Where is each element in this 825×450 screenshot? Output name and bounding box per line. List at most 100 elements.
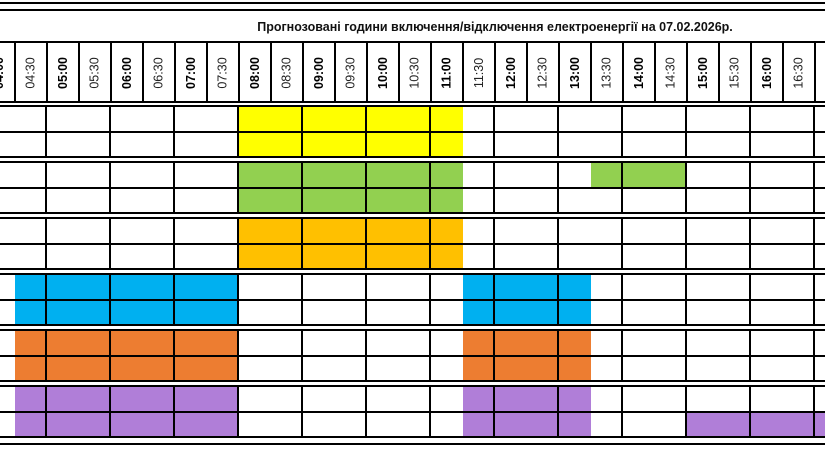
header-divider: [398, 42, 400, 102]
time-label: 16:30: [792, 57, 806, 89]
time-header-cell: 09:30: [335, 44, 367, 102]
time-header-cell: 14:00: [623, 44, 655, 102]
hour-divider: [621, 331, 623, 381]
time-label: 12:30: [536, 57, 550, 89]
hour-divider: [45, 163, 47, 213]
outage-block: [463, 331, 591, 356]
row-line: [0, 243, 825, 245]
hour-divider: [429, 163, 431, 213]
time-header-cell: 05:00: [47, 44, 79, 102]
header-divider: [334, 42, 336, 102]
time-label: 07:00: [183, 57, 198, 89]
hour-divider: [365, 163, 367, 213]
header-divider: [686, 42, 688, 102]
hour-divider: [237, 275, 239, 325]
hour-divider: [301, 275, 303, 325]
time-header-cell: 12:00: [495, 44, 527, 102]
outage-block: [463, 300, 591, 325]
header-divider: [430, 42, 432, 102]
hour-divider: [813, 387, 815, 437]
outage-block: [239, 244, 463, 269]
time-header-cell: 09:00: [303, 44, 335, 102]
time-header-cell: 13:30: [591, 44, 623, 102]
time-label: 07:30: [216, 57, 230, 89]
time-label: 05:00: [55, 57, 70, 89]
hour-divider: [557, 275, 559, 325]
time-label: 04:00: [0, 57, 6, 89]
hour-divider: [557, 107, 559, 157]
group-line: [0, 105, 825, 107]
time-label: 13:00: [567, 57, 582, 89]
hour-divider: [45, 219, 47, 269]
hour-divider: [493, 163, 495, 213]
time-header-cell: 04:00: [0, 44, 15, 102]
time-header-cell: 07:00: [175, 44, 207, 102]
header-divider: [654, 42, 656, 102]
outage-block: [15, 275, 239, 300]
group-line: [0, 385, 825, 387]
header-divider: [526, 42, 528, 102]
time-label: 06:00: [119, 57, 134, 89]
time-header-cell: 10:00: [367, 44, 399, 102]
time-label: 04:30: [24, 57, 38, 89]
hour-divider: [749, 275, 751, 325]
row-line: [0, 299, 825, 301]
bottom-line: [0, 443, 825, 445]
hour-divider: [365, 219, 367, 269]
outage-block: [591, 163, 687, 188]
hour-divider: [621, 219, 623, 269]
hour-divider: [557, 163, 559, 213]
hour-divider: [45, 107, 47, 157]
hour-divider: [173, 331, 175, 381]
hour-divider: [237, 163, 239, 213]
hour-divider: [685, 331, 687, 381]
hour-divider: [813, 107, 815, 157]
outage-block: [463, 275, 591, 300]
header-divider: [14, 42, 16, 102]
hour-divider: [813, 275, 815, 325]
schedule-title: Прогнозовані години включення/відключенн…: [257, 20, 733, 34]
time-label: 15:30: [728, 57, 742, 89]
hour-divider: [557, 331, 559, 381]
border-line: [0, 9, 825, 11]
hour-divider: [429, 387, 431, 437]
hour-divider: [109, 275, 111, 325]
time-header-cell: 05:30: [79, 44, 111, 102]
hour-divider: [109, 107, 111, 157]
time-header-cell: 08:30: [271, 44, 303, 102]
hour-divider: [173, 387, 175, 437]
row-line: [0, 131, 825, 133]
time-label: 16:00: [759, 57, 774, 89]
hour-divider: [557, 219, 559, 269]
header-divider: [174, 42, 176, 102]
outage-block: [687, 412, 825, 437]
hour-divider: [685, 219, 687, 269]
outage-block: [463, 387, 591, 412]
time-header-cell: 16:00: [751, 44, 783, 102]
time-header-cell: 14:30: [655, 44, 687, 102]
hour-divider: [109, 331, 111, 381]
outage-block: [239, 163, 463, 188]
time-label: 12:00: [503, 57, 518, 89]
hour-divider: [621, 275, 623, 325]
time-label: 13:30: [600, 57, 614, 89]
time-label: 05:30: [88, 57, 102, 89]
group-line: [0, 217, 825, 219]
group-line: [0, 324, 825, 326]
header-bottom-line: [0, 101, 825, 103]
row-line: [0, 187, 825, 189]
hour-divider: [685, 275, 687, 325]
hour-divider: [301, 331, 303, 381]
hour-divider: [109, 219, 111, 269]
hour-divider: [749, 387, 751, 437]
hour-divider: [109, 163, 111, 213]
hour-divider: [429, 331, 431, 381]
hour-divider: [621, 163, 623, 213]
hour-divider: [237, 219, 239, 269]
hour-divider: [813, 219, 815, 269]
header-divider: [462, 42, 464, 102]
time-header-cell: 11:30: [463, 44, 495, 102]
hour-divider: [813, 331, 815, 381]
hour-divider: [237, 387, 239, 437]
outage-block: [463, 412, 591, 437]
